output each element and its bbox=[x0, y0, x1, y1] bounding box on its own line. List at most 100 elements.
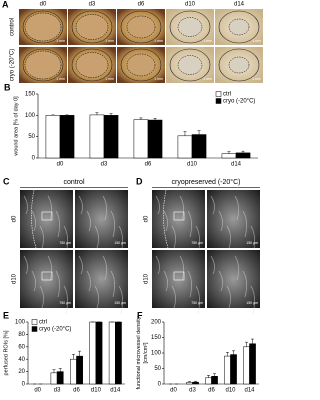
scale-bar-label: 1 mm bbox=[252, 77, 261, 81]
microscopy-image bbox=[20, 190, 73, 248]
vessel-texture bbox=[78, 255, 83, 275]
vessel-texture bbox=[179, 195, 184, 221]
bar bbox=[70, 358, 77, 385]
scale-bar-label: 150 µm bbox=[246, 241, 258, 245]
wound-outline bbox=[218, 48, 260, 82]
vessel-texture bbox=[155, 255, 160, 275]
bar bbox=[103, 115, 119, 159]
vessel-texture bbox=[31, 270, 36, 292]
error-bar bbox=[227, 151, 231, 154]
wound-outline bbox=[120, 10, 162, 44]
row-label: d10 bbox=[144, 273, 150, 284]
vessel-texture bbox=[110, 210, 115, 238]
error-bar bbox=[78, 350, 82, 357]
error-bar bbox=[241, 150, 245, 153]
vessel-texture bbox=[47, 195, 52, 221]
vessel-texture bbox=[171, 285, 176, 309]
bar bbox=[108, 321, 116, 385]
bar bbox=[115, 321, 122, 385]
legend-label: ctrl bbox=[223, 92, 231, 98]
vessel-texture bbox=[163, 210, 168, 232]
wound-edge bbox=[163, 189, 169, 249]
row-label: d0 bbox=[144, 215, 150, 222]
scale-bar-label: 1 mm bbox=[203, 39, 212, 43]
panel-label: A bbox=[2, 0, 9, 9]
row-label: cryo (-20°C) bbox=[10, 49, 16, 81]
wound-area bbox=[228, 56, 250, 74]
title-bar bbox=[20, 187, 128, 188]
bar bbox=[221, 153, 237, 159]
x-tick-label: d6 bbox=[73, 388, 80, 394]
vessel-texture bbox=[163, 270, 168, 292]
y-tick-label: 0 bbox=[32, 156, 36, 162]
wound-outline bbox=[218, 10, 260, 44]
vessel-texture bbox=[102, 195, 107, 221]
legend-swatch bbox=[31, 319, 38, 325]
bar bbox=[235, 152, 251, 159]
column-header: d10 bbox=[185, 2, 196, 8]
y-tick-label: 100 bbox=[15, 320, 26, 326]
vessel-texture bbox=[179, 255, 184, 281]
bar bbox=[76, 355, 83, 385]
legend-label: cryo (-20°C) bbox=[223, 99, 255, 105]
error-bar bbox=[194, 380, 198, 383]
y-axis-label: perfused ROIs [%] bbox=[3, 330, 9, 375]
wound-outline bbox=[71, 48, 113, 82]
bar bbox=[243, 346, 250, 385]
wound-area bbox=[126, 53, 156, 77]
bar bbox=[95, 321, 103, 385]
vessel-texture bbox=[23, 195, 28, 215]
y-tick-label: 40 bbox=[18, 357, 25, 363]
wound-area bbox=[75, 52, 109, 78]
microscopy-image bbox=[75, 250, 128, 308]
legend-swatch bbox=[215, 91, 222, 97]
y-tick-label: 80 bbox=[18, 332, 25, 338]
vessel-texture bbox=[234, 255, 239, 281]
scale-bar-label: 1 mm bbox=[105, 77, 114, 81]
x-tick-label: d14 bbox=[244, 388, 255, 394]
y-tick-label: 20 bbox=[18, 369, 25, 375]
scale-bar-label: 750 µm bbox=[59, 301, 71, 305]
legend-label: ctrl bbox=[39, 320, 47, 326]
bar bbox=[89, 114, 105, 159]
vessel-texture bbox=[210, 195, 215, 215]
vessel-texture bbox=[234, 195, 239, 221]
x-tick-label: d6 bbox=[208, 388, 215, 394]
x-tick-label: d0 bbox=[34, 388, 41, 394]
wound-area bbox=[228, 18, 250, 36]
y-tick-label: 60 bbox=[18, 344, 25, 350]
bar bbox=[191, 134, 207, 159]
inset-box bbox=[41, 271, 53, 281]
error-bar bbox=[183, 131, 187, 136]
vessel-texture bbox=[226, 225, 231, 249]
bar bbox=[59, 115, 75, 159]
vessel-texture bbox=[155, 195, 160, 215]
vessel-texture bbox=[110, 270, 115, 298]
legend-swatch bbox=[215, 98, 222, 104]
y-axis-label: wound area [% of day 0] bbox=[13, 96, 19, 157]
bar bbox=[205, 377, 212, 385]
microscopy-image bbox=[152, 190, 205, 248]
wound-outline bbox=[22, 48, 64, 82]
vessel-texture bbox=[63, 285, 68, 315]
y-tick-label: 200 bbox=[151, 320, 162, 326]
vessel-texture bbox=[242, 270, 247, 298]
y-tick-label: 0 bbox=[22, 382, 26, 388]
vessel-texture bbox=[218, 210, 223, 232]
bar bbox=[89, 321, 97, 385]
scale-bar-label: 150 µm bbox=[114, 241, 126, 245]
vessel-texture bbox=[171, 225, 176, 249]
legend-swatch bbox=[31, 326, 38, 332]
x-tick-label: d6 bbox=[145, 162, 152, 168]
microscopy-image bbox=[152, 250, 205, 308]
scale-bar-label: 1 mm bbox=[105, 39, 114, 43]
wound-area bbox=[126, 15, 156, 39]
vessel-texture bbox=[47, 255, 52, 281]
scale-bar-label: 750 µm bbox=[191, 301, 203, 305]
bar bbox=[224, 355, 231, 385]
wound-edge bbox=[31, 189, 37, 249]
error-bar bbox=[244, 341, 248, 347]
error-bar bbox=[95, 112, 99, 115]
scale-bar-label: 1 mm bbox=[56, 77, 65, 81]
